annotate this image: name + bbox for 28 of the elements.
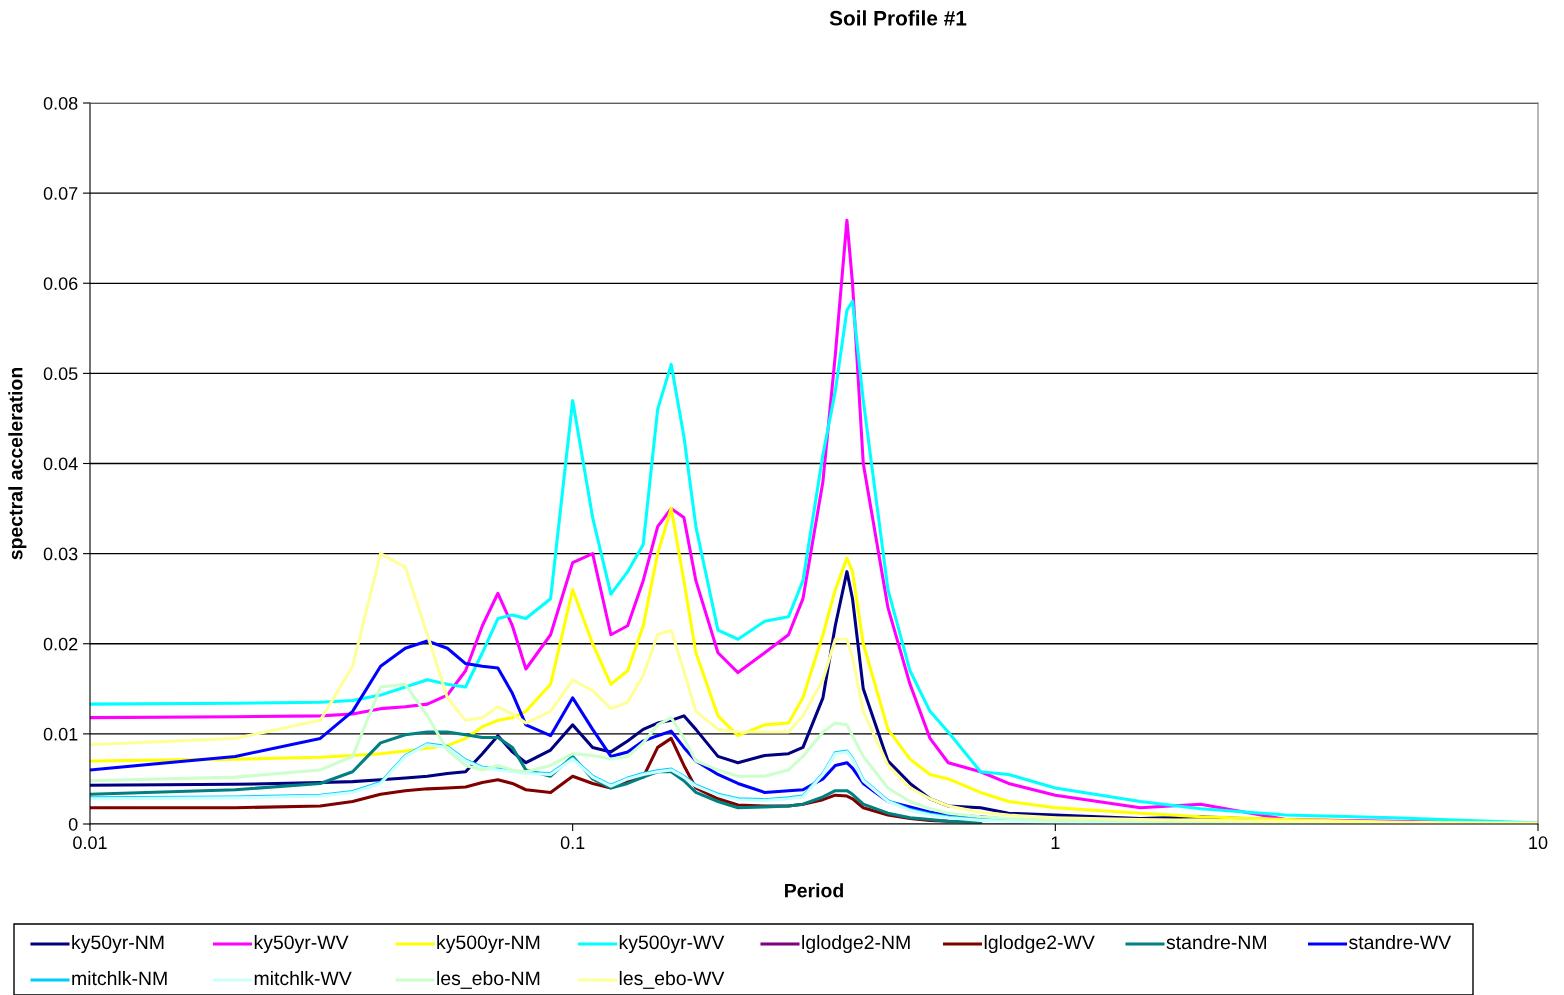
- y-tick-label: 0.03: [43, 547, 78, 561]
- legend-label: ky50yr-WV: [254, 934, 349, 954]
- y-tick-label: 0.06: [43, 277, 78, 290]
- x-tick-label: 0.01: [73, 836, 107, 850]
- y-tick-label: 0.07: [43, 187, 78, 200]
- y-tick-label: 0.04: [43, 457, 78, 471]
- y-tick-label: 0.05: [43, 367, 78, 381]
- legend-label: ky50yr-NM: [72, 934, 164, 954]
- x-tick-label: 10: [1529, 836, 1548, 850]
- y-axis-title: spectral acceleration: [8, 367, 27, 560]
- x-tick-label: 0.1: [560, 836, 585, 850]
- legend-label: ky500yr-NM: [437, 934, 540, 954]
- y-tick-label: 0.01: [43, 727, 78, 741]
- legend-label: les_ebo-WV: [619, 970, 725, 989]
- legend-label: ky500yr-WV: [619, 934, 725, 954]
- y-tick-label: 0: [68, 817, 78, 831]
- y-tick-label: 0.08: [43, 96, 78, 110]
- legend-label: mitchlk-WV: [254, 970, 352, 986]
- x-tick-label: 1: [1051, 836, 1060, 849]
- chart-title: Soil Profile #1: [829, 10, 967, 26]
- legend-label: lglodge2-WV: [984, 934, 1095, 954]
- legend-label: mitchlk-NM: [72, 970, 167, 986]
- legend-label: standre-WV: [1349, 934, 1452, 950]
- legend-label: lglodge2-NM: [802, 934, 910, 954]
- legend-label: standre-NM: [1166, 934, 1266, 950]
- legend-label: les_ebo-NM: [437, 970, 540, 989]
- x-axis-title: Period: [785, 883, 843, 898]
- y-tick-label: 0.02: [43, 637, 78, 651]
